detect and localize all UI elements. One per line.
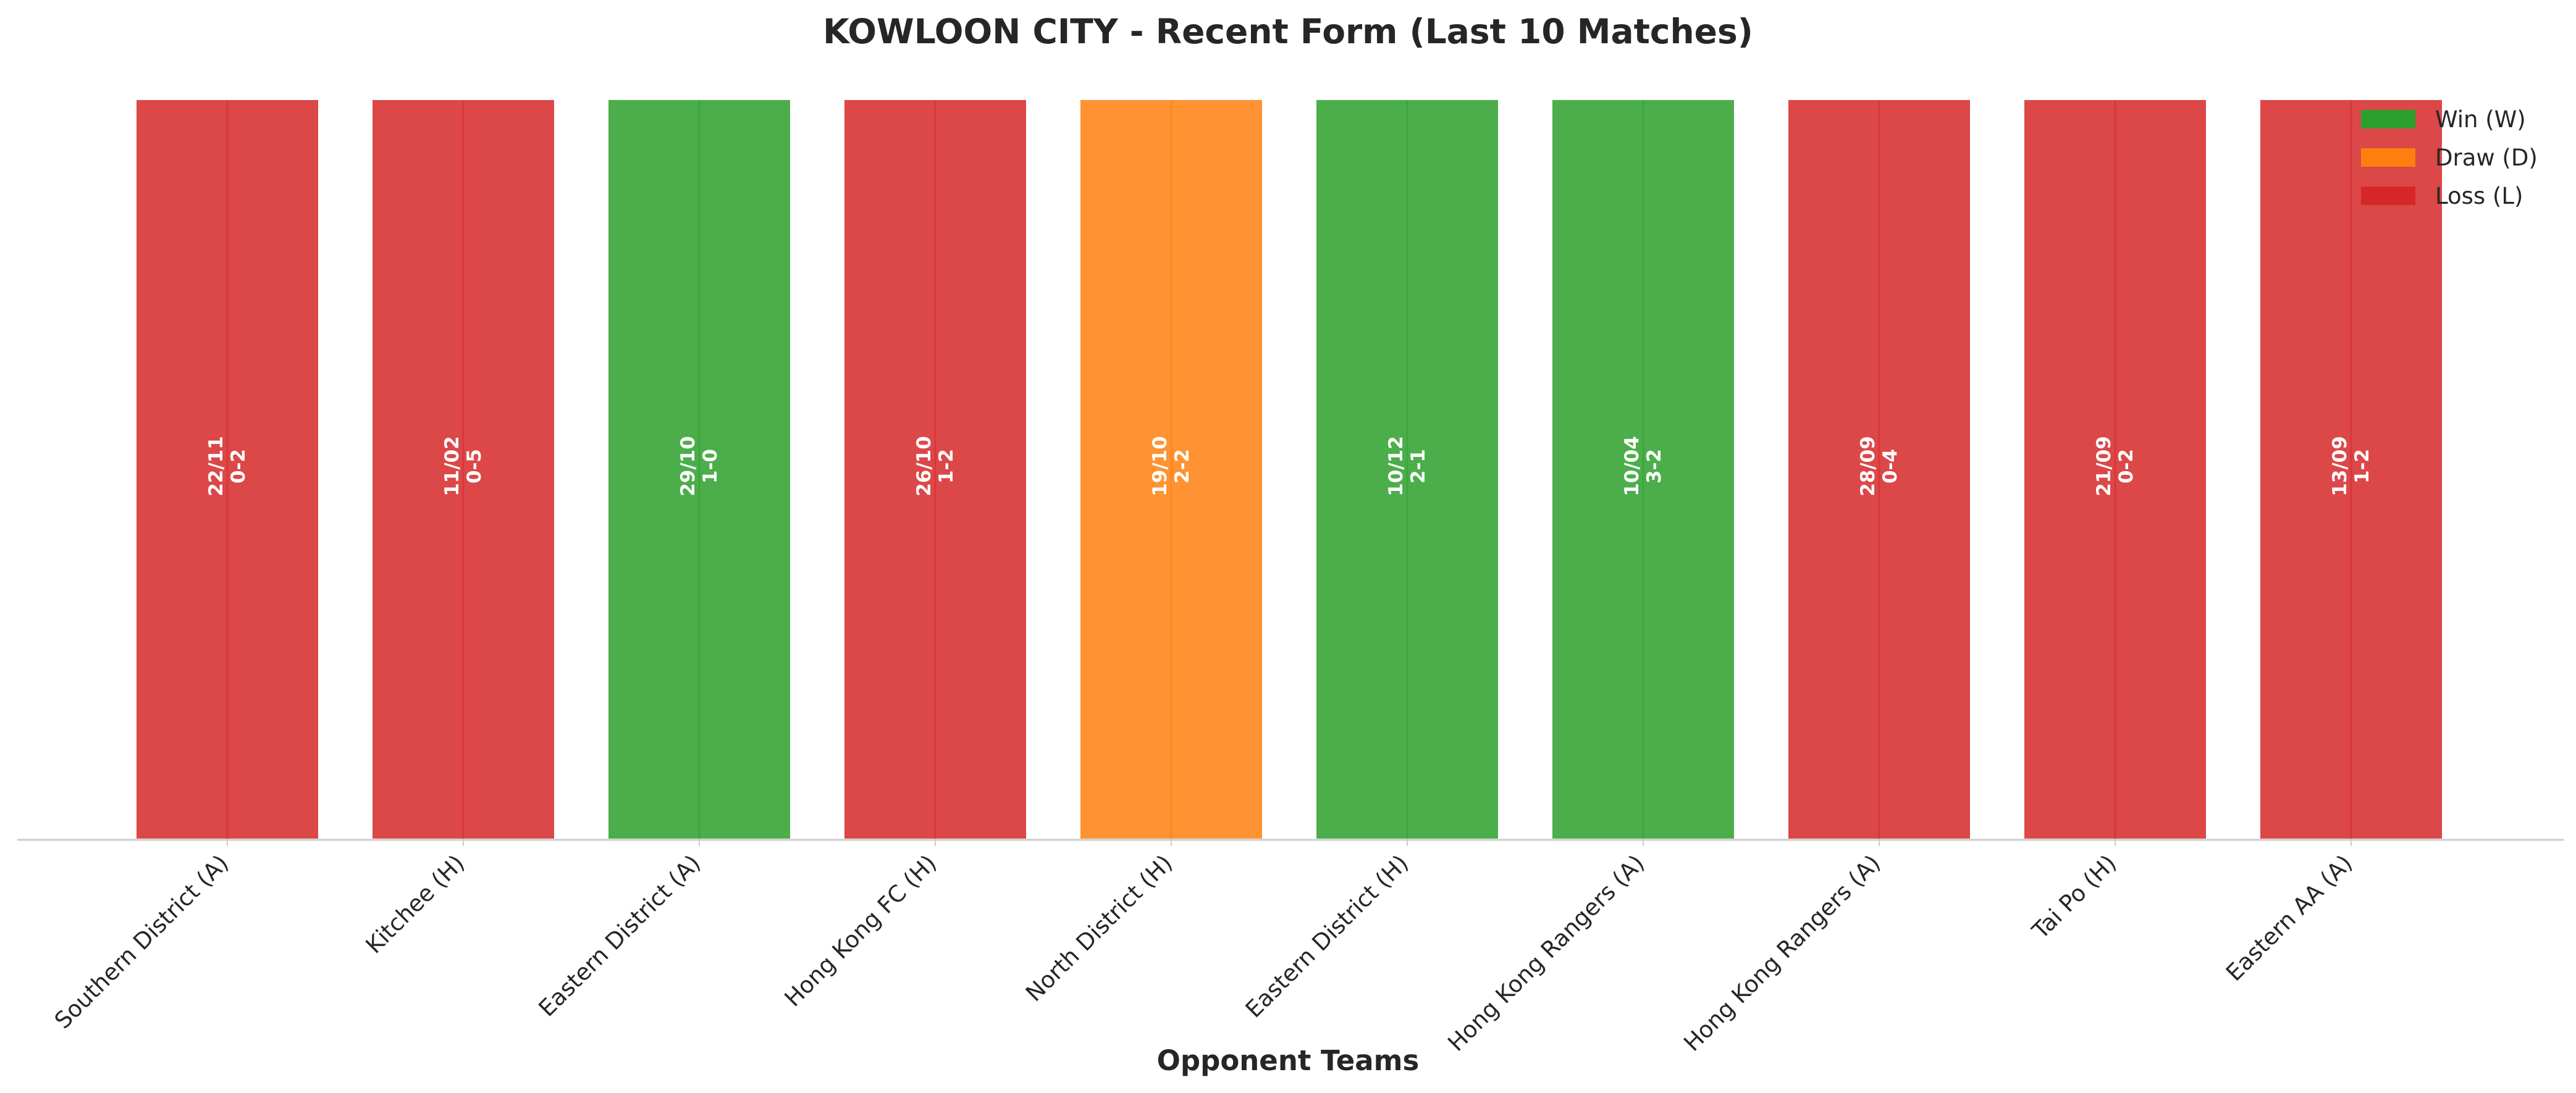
bar-data-label-2: 11/020-5: [441, 436, 486, 496]
x-tick-label-9: Tai Po (H): [2027, 850, 2122, 945]
legend: Win (W) Draw (D) Loss (L): [2361, 106, 2538, 209]
bar-data-label-10: 13/091-2: [2329, 436, 2373, 496]
bar-date-label: 21/09: [2093, 436, 2115, 496]
bar-score-label: 1-2: [935, 449, 958, 484]
bar-score-label: 0-5: [463, 449, 486, 484]
legend-label-l: Loss (L): [2435, 183, 2523, 209]
legend-swatch-d: [2361, 148, 2415, 167]
x-tick-label-8: Hong Kong Rangers (A): [1678, 850, 1885, 1057]
legend-swatch-l: [2361, 186, 2415, 205]
x-tick-labels: Southern District (A) Kitchee (H) Eastern …: [49, 840, 2357, 1057]
bar-date-label: 11/02: [441, 436, 463, 496]
bar-data-label-8: 28/090-4: [1857, 436, 1901, 496]
bar-date-label: 22/11: [205, 436, 227, 496]
bar-score-label: 2-2: [1171, 449, 1193, 484]
bar-score-label: 3-2: [1643, 449, 1665, 484]
bar-data-label-4: 26/101-2: [913, 436, 958, 496]
bar-data-label-6: 10/122-1: [1385, 436, 1429, 496]
bar-labels-layer: 22/110-2 11/020-5 29/101-0 26/101-2 19/102-2…: [205, 436, 2373, 496]
bar-data-label-3: 29/101-0: [677, 436, 722, 496]
x-tick-label-5: North District (H): [1021, 850, 1177, 1007]
bar-data-label-1: 22/110-2: [205, 436, 250, 496]
bar-date-label: 26/10: [913, 436, 935, 496]
bar-date-label: 28/09: [1857, 436, 1879, 496]
bar-data-label-5: 19/102-2: [1149, 436, 1193, 496]
x-tick-label-6: Eastern District (H): [1240, 850, 1414, 1023]
bar-score-label: 2-1: [1407, 449, 1429, 484]
x-axis-label: Opponent Teams: [1157, 1044, 1420, 1077]
bars-layer: [134, 98, 2444, 841]
x-tick-label-7: Hong Kong Rangers (A): [1442, 850, 1649, 1057]
legend-label-w: Win (W): [2435, 106, 2526, 133]
bar-score-label: 1-0: [699, 449, 722, 484]
x-tick-label-10: Eastern AA (A): [2221, 850, 2357, 986]
bar-date-label: 10/12: [1385, 436, 1407, 496]
x-tick-label-4: Hong Kong FC (H): [780, 850, 942, 1012]
bar-data-label-9: 21/090-2: [2093, 436, 2137, 496]
legend-swatch-w: [2361, 110, 2415, 128]
bar-date-label: 19/10: [1149, 436, 1171, 496]
bar-score-label: 0-4: [1879, 449, 1901, 484]
bar-score-label: 1-2: [2351, 449, 2373, 484]
bar-score-label: 0-2: [227, 449, 250, 484]
x-tick-label-3: Eastern District (A): [534, 850, 706, 1022]
bar-data-label-7: 10/043-2: [1621, 436, 1665, 496]
x-tick-label-2: Kitchee (H): [361, 850, 470, 959]
bar-date-label: 29/10: [677, 436, 699, 496]
bar-date-label: 10/04: [1621, 436, 1643, 496]
x-tick-label-1: Southern District (A): [49, 850, 234, 1034]
bar-date-label: 13/09: [2329, 436, 2351, 496]
legend-label-d: Draw (D): [2435, 144, 2538, 171]
chart-title: KOWLOON CITY - Recent Form (Last 10 Matc…: [823, 12, 1753, 51]
bar-score-label: 0-2: [2115, 449, 2137, 484]
